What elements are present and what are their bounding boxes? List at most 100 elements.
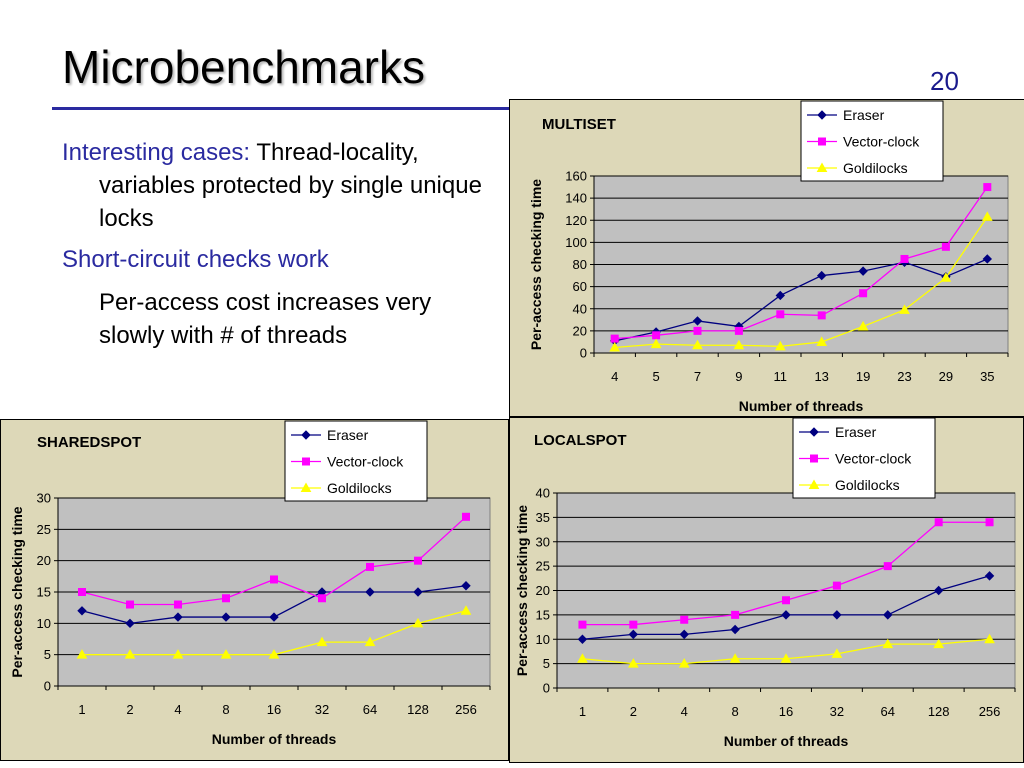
data-point [76, 649, 88, 659]
series-line [614, 258, 988, 342]
data-point [730, 624, 740, 635]
data-point [609, 341, 621, 352]
x-tick-label: 19 [856, 369, 870, 384]
title-divider [52, 107, 512, 110]
data-point [268, 649, 280, 659]
data-point [781, 610, 791, 620]
legend-swatch-marker [809, 427, 819, 437]
x-tick-label: 23 [897, 369, 911, 384]
series-line [614, 186, 988, 340]
bullet-short-circuit: Short-circuit checks work [62, 246, 329, 273]
y-tick-label: 40 [573, 301, 587, 316]
x-tick-label: 128 [928, 704, 950, 719]
data-point [776, 310, 785, 319]
x-tick-label: 4 [611, 369, 618, 384]
y-tick-label: 20 [536, 583, 550, 598]
data-point [775, 290, 786, 301]
data-point [460, 605, 472, 615]
data-point [461, 581, 471, 591]
data-point [734, 326, 743, 335]
data-point [577, 634, 588, 644]
y-tick-label: 25 [37, 522, 51, 537]
series-goldilocks [609, 211, 993, 352]
data-point [413, 587, 423, 597]
y-tick-label: 80 [573, 257, 587, 272]
x-tick-label: 1 [78, 702, 85, 717]
x-tick-label: 32 [315, 702, 329, 717]
x-axis-title: Number of threads [724, 733, 849, 749]
chart-multiset-svg: 0 20 40 60 80 100 120 140 160 4 5 7 9 11 13 19 23 29 35 Num… [528, 100, 1009, 414]
series-line [614, 216, 988, 349]
x-tick-label: 32 [830, 704, 844, 719]
y-axis-title: Per-access checking time [514, 505, 530, 676]
data-point [652, 331, 661, 340]
data-point [680, 615, 689, 624]
bullet-lead: Interesting cases: [62, 139, 251, 166]
data-point [985, 518, 994, 527]
data-point [627, 658, 639, 668]
legend-label: Eraser [327, 427, 369, 443]
legend-label: Goldilocks [327, 480, 392, 496]
chart-localspot-svg: 0 5 10 15 20 25 30 35 40 1 2 4 8 16 32 64 128 256 Number o… [514, 418, 1016, 749]
bullet-interesting-cases: Interesting cases: Thread-locality, vari… [62, 136, 502, 235]
y-tick-label: 60 [573, 279, 587, 294]
x-tick-label: 7 [694, 369, 701, 384]
data-point [462, 512, 470, 521]
y-tick-label: 15 [37, 585, 51, 600]
legend-label: Eraser [835, 424, 877, 440]
data-point [222, 594, 230, 603]
data-point [883, 562, 892, 571]
y-tick-label: 20 [37, 553, 51, 568]
y-tick-label: 0 [543, 681, 550, 696]
data-point [731, 610, 740, 619]
data-point [692, 316, 703, 326]
chart-sharedspot-svg: 0 5 10 15 20 25 30 1 2 4 8 16 32 64 128 256 Number of th… [9, 420, 491, 747]
data-point [577, 653, 588, 663]
data-point [220, 649, 232, 659]
y-tick-label: 40 [536, 486, 550, 501]
x-tick-label: 4 [174, 702, 181, 717]
data-point [366, 562, 374, 571]
data-point [412, 617, 424, 628]
data-point [174, 600, 182, 609]
legend-label: Vector-clock [327, 454, 404, 470]
data-point [782, 596, 790, 605]
data-point [831, 648, 843, 658]
y-tick-label: 30 [37, 491, 51, 506]
y-tick-label: 5 [543, 656, 550, 671]
series-goldilocks [577, 633, 995, 668]
y-tick-label: 10 [37, 616, 51, 631]
data-point [678, 658, 690, 668]
legend-label: Eraser [843, 107, 885, 123]
y-tick-label: 35 [536, 510, 550, 525]
y-tick-label: 0 [44, 679, 51, 694]
data-point [933, 638, 945, 649]
x-tick-label: 256 [979, 704, 1001, 719]
data-point [900, 254, 909, 263]
x-tick-label: 4 [681, 704, 688, 719]
data-point [940, 272, 952, 282]
legend-swatch-marker [301, 430, 311, 440]
data-point [578, 620, 587, 629]
y-axis-title: Per-access checking time [9, 506, 25, 677]
data-point [816, 270, 827, 281]
page-number: 20 [930, 66, 959, 96]
x-tick-label: 64 [881, 704, 895, 719]
y-tick-label: 140 [565, 191, 587, 206]
y-tick-label: 120 [565, 213, 587, 228]
data-point [125, 618, 135, 629]
legend-swatch-marker [300, 482, 312, 492]
data-point [221, 612, 231, 622]
x-tick-label: 35 [980, 369, 994, 384]
data-point [780, 653, 792, 663]
legend-label: Goldilocks [843, 160, 908, 176]
data-point [983, 183, 992, 192]
x-tick-label: 5 [652, 369, 659, 384]
y-tick-label: 15 [536, 607, 550, 622]
y-tick-label: 30 [536, 534, 550, 549]
x-tick-label: 64 [363, 702, 377, 717]
x-tick-label: 1 [579, 704, 586, 719]
x-tick-label: 13 [814, 369, 828, 384]
data-point [832, 610, 842, 620]
data-point [984, 571, 995, 581]
